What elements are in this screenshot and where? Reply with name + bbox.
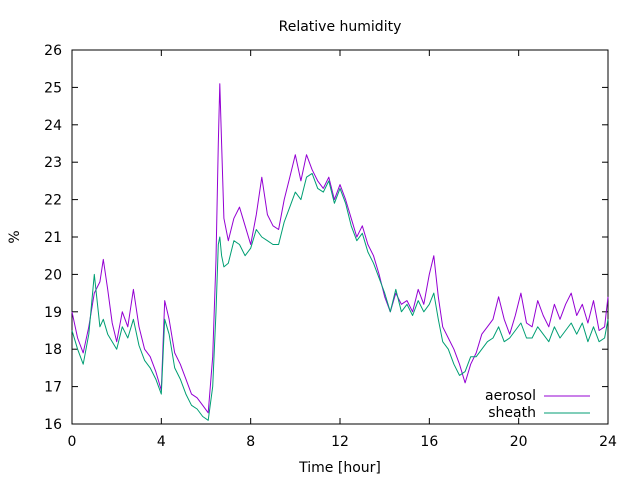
series-line-sheath (71, 172, 609, 421)
y-tick-label: 18 (44, 342, 62, 358)
y-tick-label: 20 (44, 267, 62, 283)
y-axis: 16 17 18 19 20 21 22 23 24 25 26 (44, 43, 608, 433)
y-tick-label: 25 (44, 80, 62, 96)
chart-title: Relative humidity (279, 19, 402, 35)
y-tick-label: 17 (44, 380, 62, 396)
series-layer (71, 83, 609, 421)
x-axis: 0 4 8 12 16 20 24 (68, 50, 617, 450)
x-tick-label: 20 (510, 434, 528, 450)
legend: aerosol sheath (485, 388, 590, 421)
y-tick-label: 26 (44, 43, 62, 59)
y-tick-label: 22 (44, 193, 62, 209)
x-tick-label: 16 (420, 434, 438, 450)
y-tick-label: 21 (44, 230, 62, 246)
y-tick-label: 19 (44, 305, 62, 321)
y-axis-label: % (7, 230, 23, 243)
x-tick-label: 24 (599, 434, 617, 450)
plot-frame (71, 49, 609, 425)
x-tick-label: 0 (68, 434, 77, 450)
legend-label-aerosol: aerosol (485, 388, 536, 404)
legend-label-sheath: sheath (488, 405, 536, 421)
x-tick-label: 8 (246, 434, 255, 450)
y-tick-label: 24 (44, 118, 62, 134)
x-tick-label: 12 (331, 434, 349, 450)
y-tick-label: 23 (44, 155, 62, 171)
x-tick-label: 4 (157, 434, 166, 450)
y-tick-label: 16 (44, 417, 62, 433)
x-axis-label: Time [hour] (298, 460, 381, 476)
series-line-aerosol (71, 83, 609, 414)
